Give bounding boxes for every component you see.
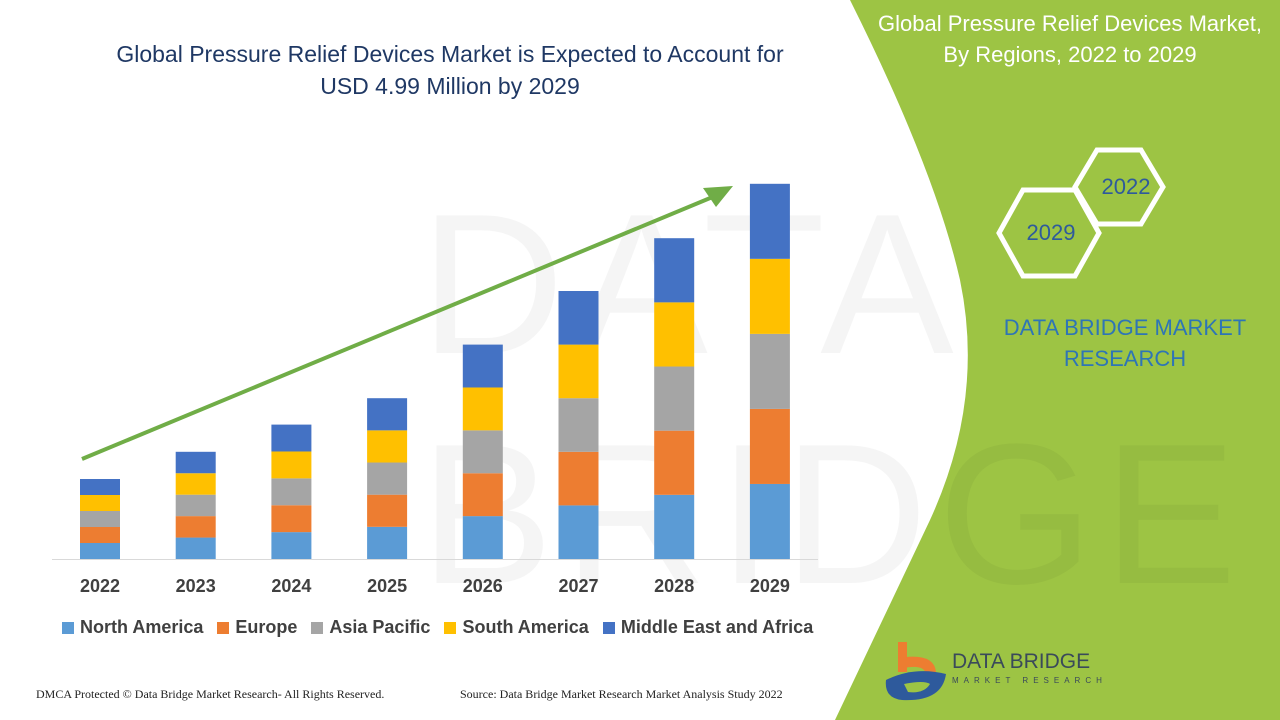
bar-segment-2026-south-america xyxy=(462,387,503,431)
legend-item: North America xyxy=(62,617,203,638)
bar-segment-2026-middle-east-and-africa xyxy=(462,344,503,388)
legend-swatch xyxy=(217,621,230,634)
x-tick-label-2028: 2028 xyxy=(654,576,695,596)
bar-segment-2028-north-america xyxy=(654,494,695,559)
bar-segment-2026-north-america xyxy=(462,516,503,559)
legend-label: Europe xyxy=(235,617,298,637)
bar-segment-2029-south-america xyxy=(749,258,790,334)
side-title-line-2: By Regions, 2022 to 2029 xyxy=(943,42,1197,67)
bar-segment-2025-south-america xyxy=(367,430,408,463)
bar-segment-2027-asia-pacific xyxy=(558,398,599,452)
legend-label: South America xyxy=(462,617,589,637)
bar-segment-2022-asia-pacific xyxy=(80,511,120,527)
x-tick-label-2027: 2027 xyxy=(558,576,599,596)
bar-segment-2023-europe xyxy=(175,516,216,538)
brand-line-2: RESEARCH xyxy=(1063,346,1187,371)
page-title: Global Pressure Relief Devices Market is… xyxy=(60,38,840,102)
title-line-1: Global Pressure Relief Devices Market is… xyxy=(116,41,784,67)
bar-segment-2023-middle-east-and-africa xyxy=(175,451,216,474)
bar-segment-2025-asia-pacific xyxy=(367,462,408,495)
legend-swatch xyxy=(602,621,615,634)
bar-segment-2029-middle-east-and-africa xyxy=(749,183,790,259)
hex-year-2022: 2022 xyxy=(1101,174,1151,199)
hex-year-2029: 2029 xyxy=(1026,220,1076,245)
bar-segment-2028-south-america xyxy=(654,302,695,367)
bar-segment-2028-europe xyxy=(654,430,695,495)
logo-subtext: MARKET RESEARCH xyxy=(952,676,1107,685)
bar-segment-2026-europe xyxy=(462,473,503,517)
trend-arrow-head xyxy=(703,186,733,207)
hexagon-icons xyxy=(996,147,1166,279)
bar-segment-2022-middle-east-and-africa xyxy=(80,479,120,495)
trend-arrow-line xyxy=(81,194,716,461)
copyright-text: DMCA Protected © Data Bridge Market Rese… xyxy=(36,687,385,701)
source-text: Source: Data Bridge Market Research Mark… xyxy=(460,687,783,701)
bar-segment-2024-middle-east-and-africa xyxy=(271,424,312,452)
bar-segment-2026-asia-pacific xyxy=(462,430,503,474)
bar-segment-2022-south-america xyxy=(80,495,120,511)
bar-segment-2029-north-america xyxy=(749,483,790,559)
hexagon-icon-2029 xyxy=(996,187,1102,279)
legend-label: Middle East and Africa xyxy=(620,617,814,637)
x-tick-label-2023: 2023 xyxy=(175,576,216,596)
legend-item: South America xyxy=(444,617,589,638)
x-tick-label-2026: 2026 xyxy=(462,576,503,596)
legend-swatch xyxy=(62,621,74,634)
bar-segment-2028-middle-east-and-africa xyxy=(654,238,695,303)
title-line-2: USD 4.99 Million by 2029 xyxy=(320,73,580,99)
bar-segment-2024-north-america xyxy=(271,532,312,559)
hexagon-icon-2022 xyxy=(1072,147,1166,227)
bar-segment-2023-north-america xyxy=(175,537,216,559)
legend-item: Middle East and Africa xyxy=(602,617,814,638)
side-title-line-1: Global Pressure Relief Devices Market, xyxy=(878,11,1262,36)
bar-segment-2022-north-america xyxy=(80,543,120,559)
legend-label: Asia Pacific xyxy=(329,617,431,637)
x-tick-label-2022: 2022 xyxy=(79,576,121,596)
legend-item: Asia Pacific xyxy=(311,617,430,638)
bar-segment-2029-asia-pacific xyxy=(749,333,790,409)
stacked-bar-chart xyxy=(52,183,818,560)
bar-segment-2027-europe xyxy=(558,451,599,506)
bar-segment-2028-asia-pacific xyxy=(654,366,695,431)
bar-segment-2023-south-america xyxy=(175,473,216,495)
bar-segment-2027-middle-east-and-africa xyxy=(558,291,599,345)
bar-segment-2025-middle-east-and-africa xyxy=(367,398,408,431)
x-tick-label-2029: 2029 xyxy=(749,576,790,596)
bar-segment-2024-asia-pacific xyxy=(271,478,312,506)
brand-text: DATA BRIDGE MARKET RESEARCH xyxy=(985,312,1265,374)
bar-segment-2027-north-america xyxy=(558,505,599,559)
x-tick-label-2024: 2024 xyxy=(271,576,312,596)
legend: North America Europe Asia Pacific South Ame… xyxy=(62,617,813,638)
legend-swatch xyxy=(311,621,324,634)
logo-text: DATA BRIDGE xyxy=(952,650,1091,673)
brand-line-1: DATA BRIDGE MARKET xyxy=(1003,315,1247,340)
bar-segment-2025-europe xyxy=(367,494,408,527)
bar-segment-2022-europe xyxy=(80,527,120,543)
x-tick-label-2025: 2025 xyxy=(367,576,408,596)
legend-label: North America xyxy=(80,617,204,637)
legend-item: Europe xyxy=(217,617,297,638)
bar-segment-2024-south-america xyxy=(271,451,312,479)
side-panel-title: Global Pressure Relief Devices Market, B… xyxy=(860,8,1280,70)
legend-swatch xyxy=(444,621,457,634)
bar-segment-2025-north-america xyxy=(367,526,408,559)
data-bridge-logo-icon xyxy=(885,642,946,701)
bar-segment-2029-europe xyxy=(749,408,790,484)
bar-segment-2027-south-america xyxy=(558,344,599,399)
bar-segment-2024-europe xyxy=(271,505,312,533)
bar-segment-2023-asia-pacific xyxy=(175,494,216,517)
